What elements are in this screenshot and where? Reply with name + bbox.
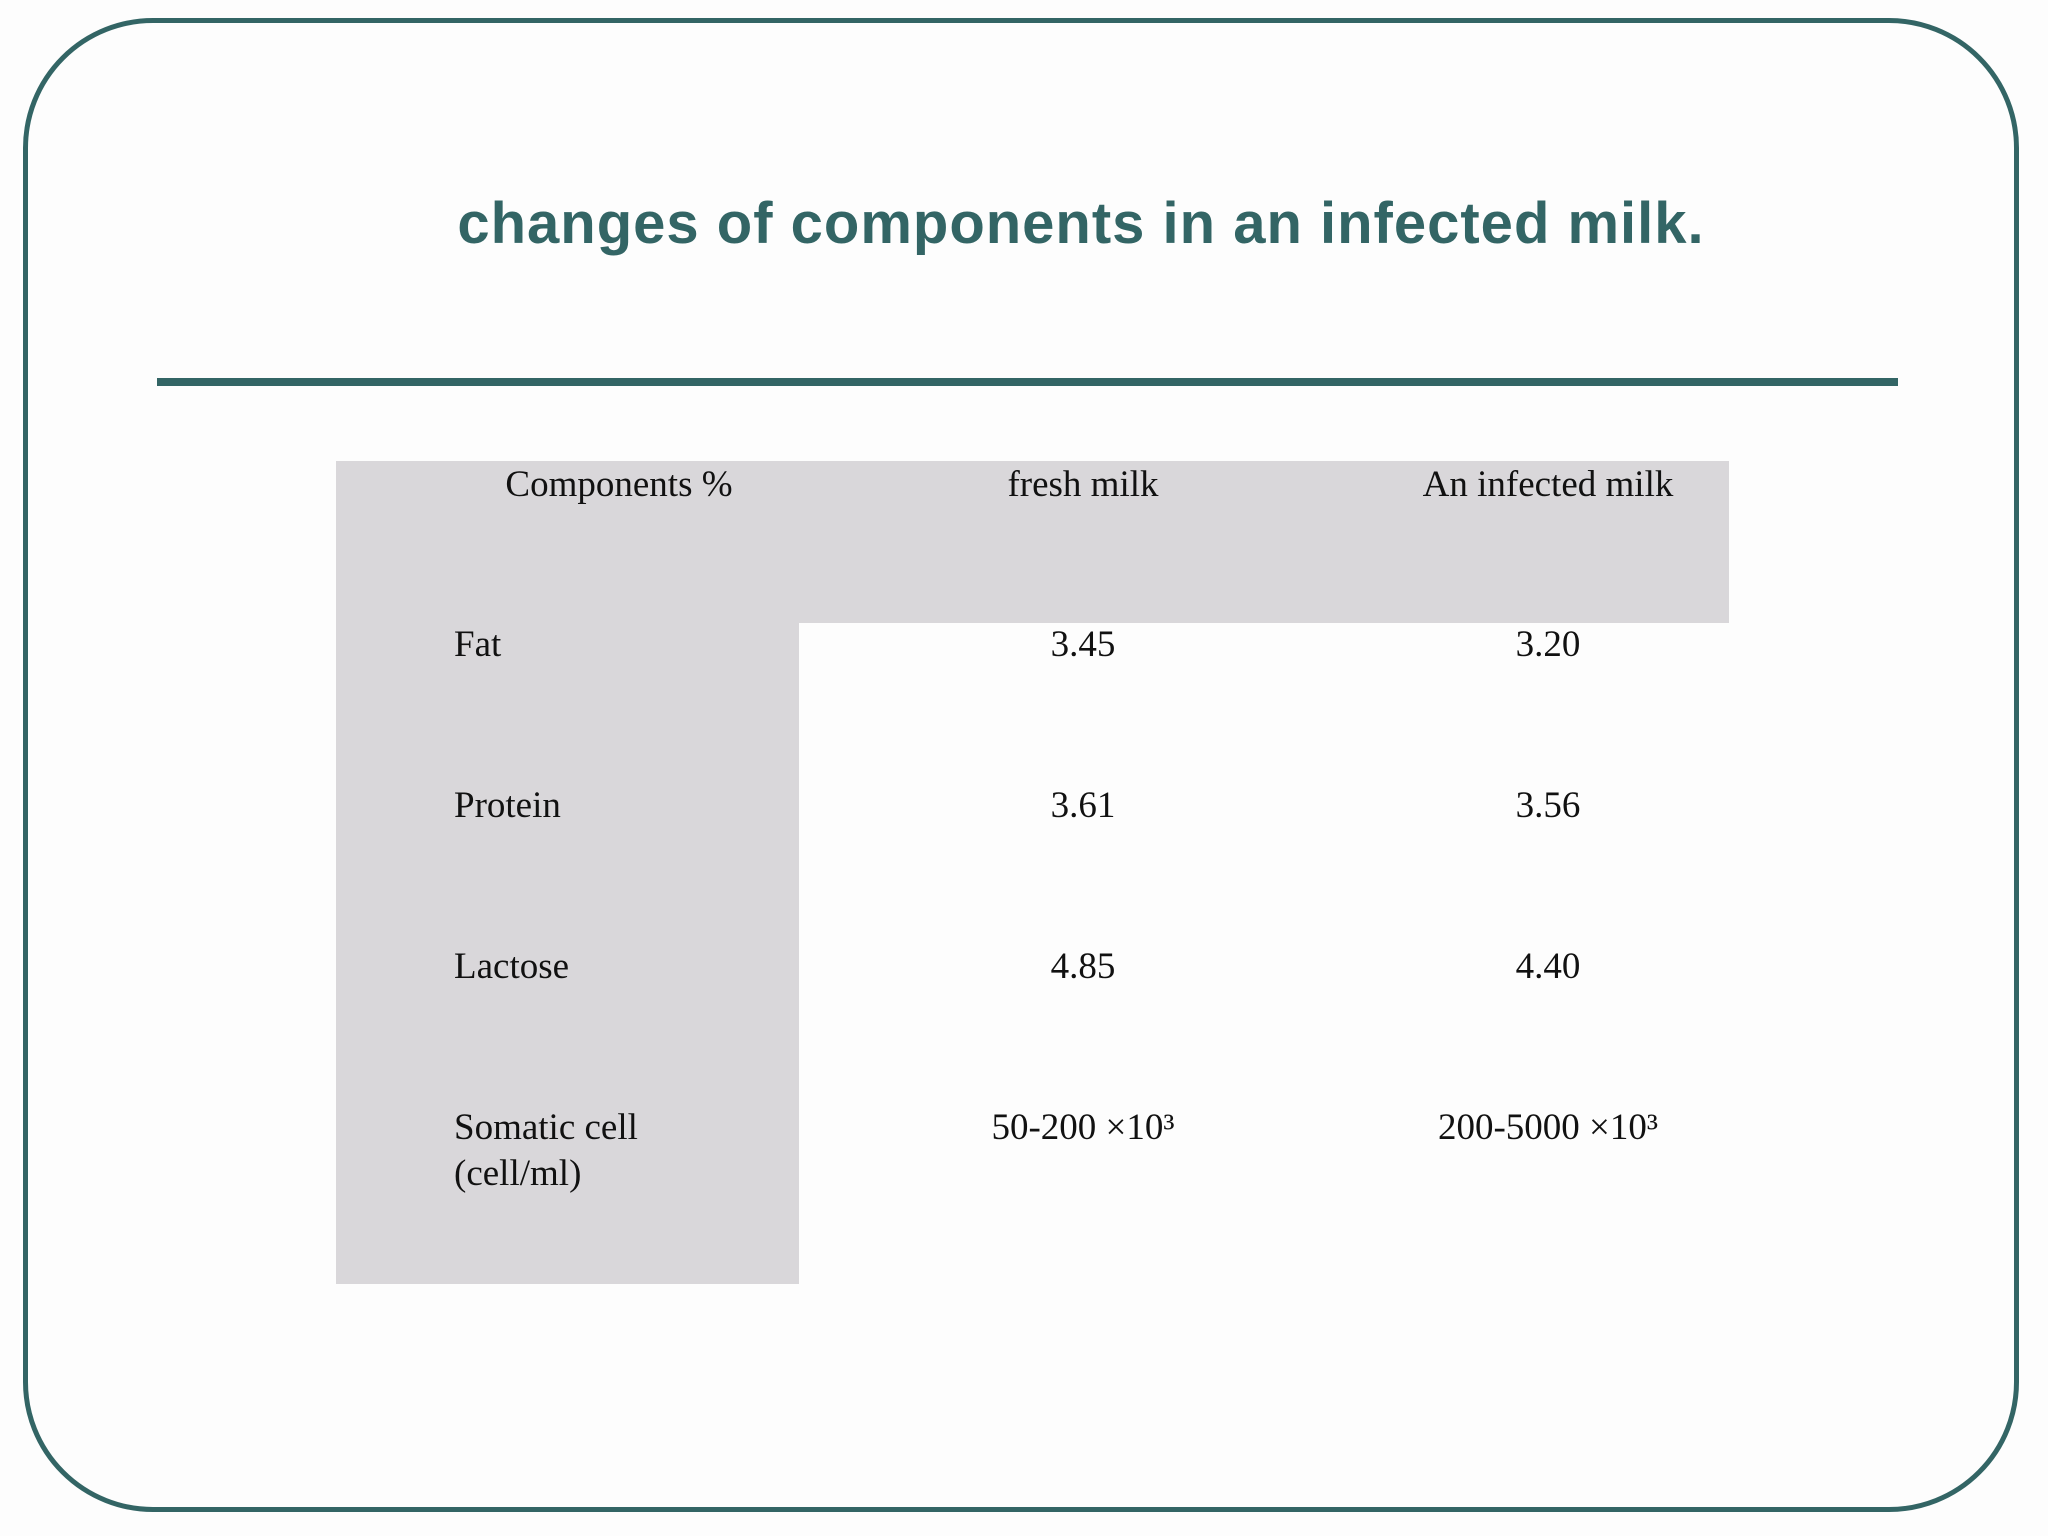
row-label: Somatic cell (cell/ml)	[454, 1107, 638, 1194]
value-cell: 3.61	[1050, 785, 1116, 826]
value-cell: 3.56	[1515, 785, 1581, 826]
value-cell: 4.40	[1515, 946, 1581, 987]
header-cell: An infected milk	[1422, 464, 1674, 505]
value-cell: 50-200 ×10³	[991, 1107, 1175, 1148]
slide-frame	[23, 18, 2019, 1512]
value-cell: 3.20	[1515, 624, 1581, 665]
header-cell: Components %	[505, 464, 733, 505]
value-cell: 3.45	[1050, 624, 1116, 665]
row-label: Lactose	[454, 946, 570, 987]
label-band	[336, 461, 799, 1284]
value-cell: 200-5000 ×10³	[1437, 1107, 1659, 1148]
slide-title: changes of components in an infected mil…	[457, 191, 1705, 256]
header-cell: fresh milk	[1007, 464, 1159, 505]
title-rule	[157, 378, 1898, 386]
value-cell: 4.85	[1050, 946, 1116, 987]
row-label: Fat	[454, 624, 502, 665]
row-label: Protein	[454, 785, 561, 826]
